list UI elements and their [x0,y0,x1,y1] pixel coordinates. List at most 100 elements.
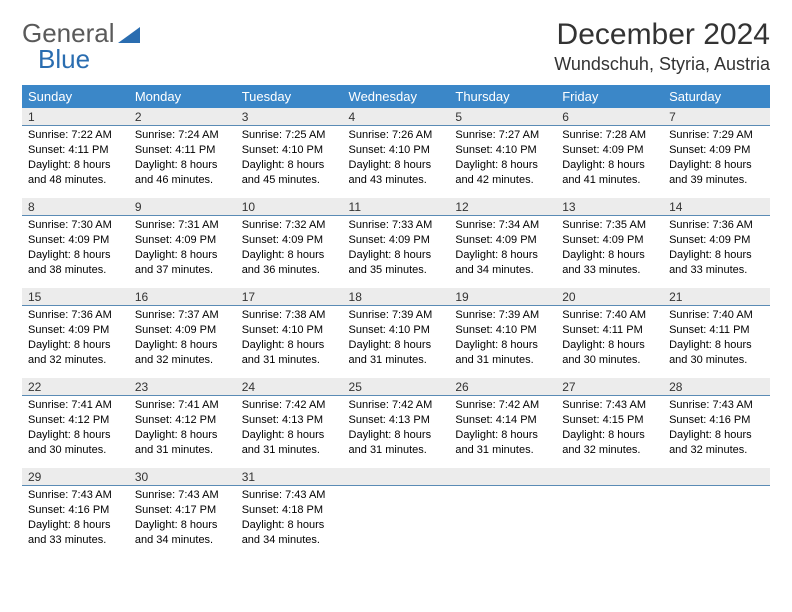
daylight-text-1: Daylight: 8 hours [349,428,444,443]
sunset-text: Sunset: 4:11 PM [135,143,230,158]
daylight-text-1: Daylight: 8 hours [562,428,657,443]
calendar-body: 1Sunrise: 7:22 AMSunset: 4:11 PMDaylight… [22,108,770,558]
day-number: 23 [129,378,236,396]
sunrise-text: Sunrise: 7:30 AM [28,218,123,233]
sunrise-text: Sunrise: 7:34 AM [455,218,550,233]
day-body: Sunrise: 7:29 AMSunset: 4:09 PMDaylight:… [663,126,770,189]
daylight-text-1: Daylight: 8 hours [669,158,764,173]
calendar-empty-cell [343,468,450,558]
sunset-text: Sunset: 4:16 PM [669,413,764,428]
sunrise-text: Sunrise: 7:36 AM [669,218,764,233]
day-body: Sunrise: 7:42 AMSunset: 4:13 PMDaylight:… [236,396,343,459]
sunset-text: Sunset: 4:10 PM [349,323,444,338]
calendar-week-row: 22Sunrise: 7:41 AMSunset: 4:12 PMDayligh… [22,378,770,468]
day-number: 4 [343,108,450,126]
day-body: Sunrise: 7:33 AMSunset: 4:09 PMDaylight:… [343,216,450,279]
daylight-text-2: and 43 minutes. [349,173,444,188]
calendar-empty-cell [556,468,663,558]
logo-text-blue: Blue [38,44,90,75]
sunrise-text: Sunrise: 7:43 AM [242,488,337,503]
sunset-text: Sunset: 4:09 PM [455,233,550,248]
sunset-text: Sunset: 4:13 PM [349,413,444,428]
day-body: Sunrise: 7:43 AMSunset: 4:17 PMDaylight:… [129,486,236,549]
day-body: Sunrise: 7:39 AMSunset: 4:10 PMDaylight:… [449,306,556,369]
day-body: Sunrise: 7:27 AMSunset: 4:10 PMDaylight:… [449,126,556,189]
calendar-empty-cell [663,468,770,558]
calendar-day-cell: 25Sunrise: 7:42 AMSunset: 4:13 PMDayligh… [343,378,450,468]
daylight-text-1: Daylight: 8 hours [349,158,444,173]
day-number: 9 [129,198,236,216]
calendar-day-cell: 3Sunrise: 7:25 AMSunset: 4:10 PMDaylight… [236,108,343,198]
calendar-day-cell: 17Sunrise: 7:38 AMSunset: 4:10 PMDayligh… [236,288,343,378]
calendar-day-cell: 29Sunrise: 7:43 AMSunset: 4:16 PMDayligh… [22,468,129,558]
sunset-text: Sunset: 4:18 PM [242,503,337,518]
day-body: Sunrise: 7:24 AMSunset: 4:11 PMDaylight:… [129,126,236,189]
sunrise-text: Sunrise: 7:39 AM [455,308,550,323]
sunset-text: Sunset: 4:11 PM [28,143,123,158]
day-body: Sunrise: 7:43 AMSunset: 4:15 PMDaylight:… [556,396,663,459]
day-number: 27 [556,378,663,396]
calendar-day-cell: 14Sunrise: 7:36 AMSunset: 4:09 PMDayligh… [663,198,770,288]
calendar-day-cell: 2Sunrise: 7:24 AMSunset: 4:11 PMDaylight… [129,108,236,198]
sunset-text: Sunset: 4:09 PM [28,233,123,248]
day-body: Sunrise: 7:22 AMSunset: 4:11 PMDaylight:… [22,126,129,189]
sunset-text: Sunset: 4:12 PM [135,413,230,428]
daylight-text-2: and 48 minutes. [28,173,123,188]
daylight-text-2: and 33 minutes. [669,263,764,278]
daylight-text-1: Daylight: 8 hours [135,248,230,263]
sunrise-text: Sunrise: 7:25 AM [242,128,337,143]
sunset-text: Sunset: 4:09 PM [562,143,657,158]
daylight-text-1: Daylight: 8 hours [242,518,337,533]
sunset-text: Sunset: 4:14 PM [455,413,550,428]
sunset-text: Sunset: 4:11 PM [669,323,764,338]
day-number: 6 [556,108,663,126]
daylight-text-1: Daylight: 8 hours [455,338,550,353]
sunrise-text: Sunrise: 7:42 AM [349,398,444,413]
day-body: Sunrise: 7:38 AMSunset: 4:10 PMDaylight:… [236,306,343,369]
day-header: Monday [129,85,236,108]
day-number: 3 [236,108,343,126]
day-number: 5 [449,108,556,126]
day-number: 2 [129,108,236,126]
day-header: Tuesday [236,85,343,108]
daylight-text-2: and 30 minutes. [669,353,764,368]
daylight-text-2: and 31 minutes. [242,443,337,458]
day-number [663,468,770,486]
daylight-text-2: and 36 minutes. [242,263,337,278]
sunset-text: Sunset: 4:11 PM [562,323,657,338]
sunrise-text: Sunrise: 7:37 AM [135,308,230,323]
sunrise-text: Sunrise: 7:35 AM [562,218,657,233]
sunset-text: Sunset: 4:17 PM [135,503,230,518]
day-body: Sunrise: 7:37 AMSunset: 4:09 PMDaylight:… [129,306,236,369]
logo-triangle-icon [118,27,140,43]
sunrise-text: Sunrise: 7:38 AM [242,308,337,323]
daylight-text-2: and 32 minutes. [28,353,123,368]
sunset-text: Sunset: 4:10 PM [349,143,444,158]
calendar-day-cell: 26Sunrise: 7:42 AMSunset: 4:14 PMDayligh… [449,378,556,468]
calendar-day-cell: 9Sunrise: 7:31 AMSunset: 4:09 PMDaylight… [129,198,236,288]
day-number: 10 [236,198,343,216]
sunset-text: Sunset: 4:09 PM [28,323,123,338]
day-number: 8 [22,198,129,216]
calendar-day-cell: 12Sunrise: 7:34 AMSunset: 4:09 PMDayligh… [449,198,556,288]
day-body: Sunrise: 7:32 AMSunset: 4:09 PMDaylight:… [236,216,343,279]
daylight-text-1: Daylight: 8 hours [242,248,337,263]
day-body: Sunrise: 7:39 AMSunset: 4:10 PMDaylight:… [343,306,450,369]
sunset-text: Sunset: 4:10 PM [455,143,550,158]
day-number: 14 [663,198,770,216]
day-body: Sunrise: 7:41 AMSunset: 4:12 PMDaylight:… [22,396,129,459]
daylight-text-2: and 34 minutes. [242,533,337,548]
daylight-text-1: Daylight: 8 hours [562,158,657,173]
day-number [556,468,663,486]
daylight-text-1: Daylight: 8 hours [242,158,337,173]
sunset-text: Sunset: 4:09 PM [242,233,337,248]
day-number: 20 [556,288,663,306]
sunrise-text: Sunrise: 7:32 AM [242,218,337,233]
daylight-text-1: Daylight: 8 hours [242,338,337,353]
calendar-day-cell: 27Sunrise: 7:43 AMSunset: 4:15 PMDayligh… [556,378,663,468]
daylight-text-1: Daylight: 8 hours [669,248,764,263]
day-body: Sunrise: 7:43 AMSunset: 4:18 PMDaylight:… [236,486,343,549]
calendar-day-cell: 15Sunrise: 7:36 AMSunset: 4:09 PMDayligh… [22,288,129,378]
day-body: Sunrise: 7:42 AMSunset: 4:13 PMDaylight:… [343,396,450,459]
daylight-text-2: and 31 minutes. [349,353,444,368]
